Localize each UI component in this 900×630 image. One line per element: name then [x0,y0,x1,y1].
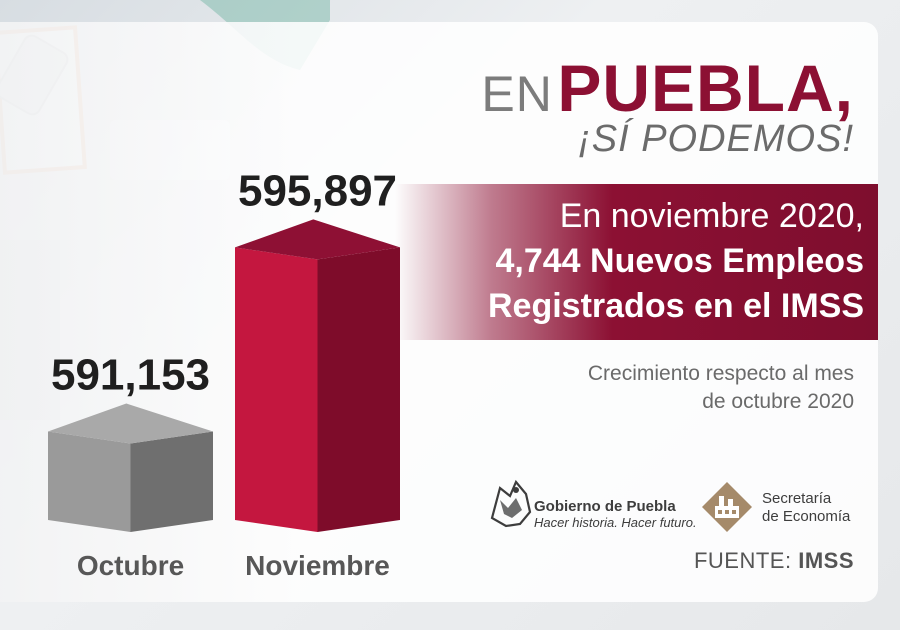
bar-octubre-side [130,431,213,532]
secretaria-economia-text: Secretaría de Economía [762,490,850,526]
value-label-noviembre: 595,897 [238,166,397,215]
bar-noviembre-top [235,219,400,260]
growth-note: Crecimiento respecto al mes de octubre 2… [588,360,854,416]
secretaria-line-1: Secretaría [762,490,832,507]
gobierno-puebla-logo-icon [490,479,532,528]
note-line-1: Crecimiento respecto al mes [587,362,854,385]
bar-noviembre-front [235,247,318,533]
value-label-octubre: 591,153 [51,350,210,399]
bar-chart: 591,153 Octubre 595,897 Noviembre [48,166,400,581]
bar-octubre-top [48,403,213,444]
gobierno-title: Gobierno de Puebla [534,498,676,515]
note-line-2: de octubre 2020 [702,390,854,413]
band-line-3: Registrados en el IMSS [488,287,864,325]
source-credit: FUENTE: IMSS [694,548,854,574]
gobierno-puebla-text: Gobierno de Puebla Hacer historia. Hacer… [534,498,697,530]
band-line-1: En noviembre 2020, [559,197,864,235]
source-name: IMSS [798,548,854,573]
source-prefix: FUENTE: [693,548,792,573]
secretaria-line-2: de Economía [762,508,851,525]
category-label-noviembre: Noviembre [245,550,390,581]
highlight-text: En noviembre 2020, 4,744 Nuevos Empleos … [404,194,864,329]
band-line-2: 4,744 Nuevos Empleos [495,242,864,280]
highlight-band [395,184,878,340]
headline-en: EN [481,66,553,122]
bar-octubre-front [48,431,131,532]
headline-city: PUEBLA, [557,51,854,125]
headline-slogan: ¡SÍ PODEMOS! [578,118,854,160]
bar-noviembre-side [317,247,400,533]
headline: EN PUEBLA, [481,50,854,126]
category-label-octubre: Octubre [77,550,184,581]
gobierno-slogan: Hacer historia. Hacer futuro. [534,515,697,530]
secretaria-economia-logo-icon [702,482,752,532]
